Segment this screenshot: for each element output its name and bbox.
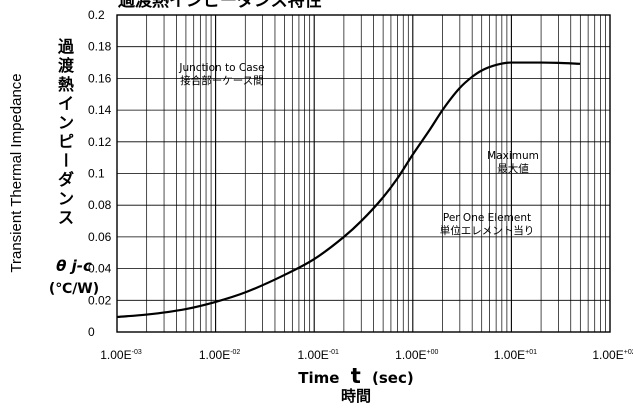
y-tick-labels: 0 0.02 0.04 0.06 0.08 0.1 0.12 0.14 0.16 0.18 0.2 xyxy=(88,8,112,339)
x-tick-labels: 1.00E-03 1.00E-02 1.00E-01 1.00E+00 1.00E+01… xyxy=(100,348,633,362)
y-tick-label: 0.02 xyxy=(88,293,112,307)
y-tick-label: 0.14 xyxy=(88,103,112,117)
annotation-maximum-jp: 最大値 xyxy=(497,162,529,175)
series-line-0 xyxy=(116,61,581,319)
grid xyxy=(117,15,610,332)
y-tick-label: 0 xyxy=(88,325,95,339)
y-tick-label: 0.1 xyxy=(88,167,105,181)
y-axis-label-jp-char: ス xyxy=(58,208,74,227)
x-tick-label: 1.00E-01 xyxy=(297,348,339,362)
y-axis-label-jp-char: 熱 xyxy=(58,75,74,94)
x-tick-label: 1.00E-03 xyxy=(100,348,142,362)
x-axis-label-var: t xyxy=(351,364,361,388)
chart-title: 過渡熱インピーダンス特性 xyxy=(118,0,322,11)
annotation-maximum-en: Maximum xyxy=(487,150,539,162)
y-tick-label: 0.08 xyxy=(88,198,112,212)
y-axis-label-jp: 過渡熱インピーダンス xyxy=(56,37,75,227)
y-tick-label: 0.04 xyxy=(88,262,112,276)
x-tick-label: 1.00E-02 xyxy=(199,348,241,362)
x-axis-label-unit: (sec) xyxy=(372,369,414,387)
y-axis-label-jp-char: イ xyxy=(58,94,74,113)
y-tick-label: 0.2 xyxy=(88,8,105,22)
x-axis-label: Time t (sec) xyxy=(298,364,413,388)
y-axis-label-jp-char: 渡 xyxy=(58,56,75,75)
y-axis-label-jp-char: 過 xyxy=(57,37,75,56)
y-axis-label-jp-char: ダ xyxy=(58,170,74,189)
x-tick-label: 1.00E+02 xyxy=(592,348,633,362)
y-tick-label: 0.12 xyxy=(88,135,112,149)
annotation-element-en: Per One Element xyxy=(443,212,531,224)
y-axis-label-jp-char: ピ xyxy=(58,132,74,151)
annotation-element-jp: 単位エレメント当り xyxy=(440,224,535,237)
annotation-junction-en: Junction to Case xyxy=(178,62,264,74)
y-axis-label-jp-char: ン xyxy=(58,113,74,132)
y-tick-label: 0.06 xyxy=(88,230,112,244)
y-axis-unit: (℃/W) xyxy=(49,281,99,297)
plot-frame xyxy=(116,14,611,333)
y-axis-symbol: θ j-c xyxy=(56,257,92,275)
x-tick-label: 1.00E+01 xyxy=(494,348,537,362)
y-axis-label-jp-char: ー xyxy=(56,152,75,168)
series-lines xyxy=(116,61,581,319)
x-axis-label-jp: 時間 xyxy=(341,387,371,405)
y-tick-label: 0.18 xyxy=(88,40,112,54)
annotation-junction-jp: 接合部ーケース間 xyxy=(180,74,263,87)
y-axis-label-jp-char: ン xyxy=(58,189,74,208)
x-axis-label-prefix: Time xyxy=(298,369,339,387)
y-tick-label: 0.16 xyxy=(88,71,112,85)
x-tick-label: 1.00E+00 xyxy=(395,348,438,362)
y-axis-label-en: Transient Thermal Impedance xyxy=(8,73,25,272)
